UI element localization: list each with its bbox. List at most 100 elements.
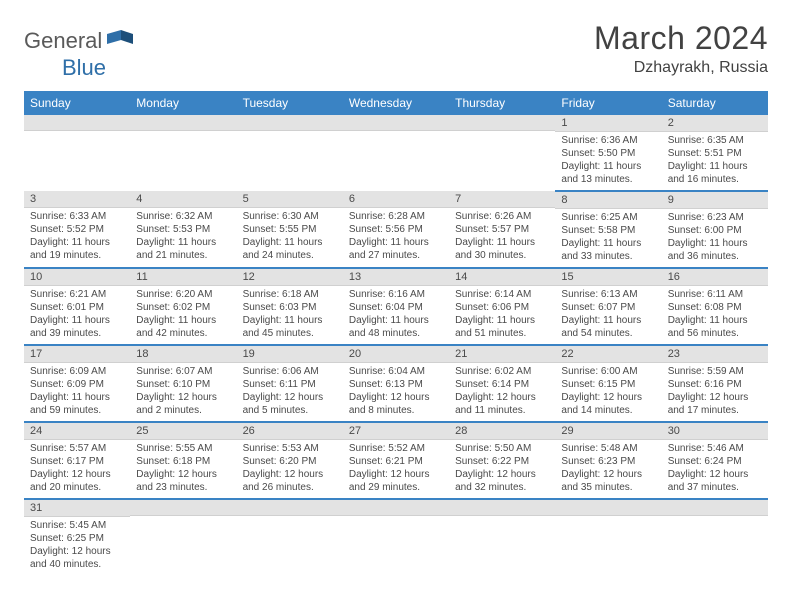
day-details: Sunrise: 6:30 AMSunset: 5:55 PMDaylight:… (237, 208, 343, 266)
day-number-bar: 20 (343, 346, 449, 363)
calendar-day-cell: 22Sunrise: 6:00 AMSunset: 6:15 PMDayligh… (555, 345, 661, 422)
weekday-header: Saturday (662, 91, 768, 115)
day-details: Sunrise: 6:02 AMSunset: 6:14 PMDaylight:… (449, 363, 555, 421)
calendar-day-cell: 24Sunrise: 5:57 AMSunset: 6:17 PMDayligh… (24, 422, 130, 499)
day-number-bar: 22 (555, 346, 661, 363)
calendar-week-row: 24Sunrise: 5:57 AMSunset: 6:17 PMDayligh… (24, 422, 768, 499)
day-number-bar (237, 500, 343, 516)
flag-icon (107, 30, 133, 53)
day-details: Sunrise: 6:20 AMSunset: 6:02 PMDaylight:… (130, 286, 236, 344)
calendar-week-row: 17Sunrise: 6:09 AMSunset: 6:09 PMDayligh… (24, 345, 768, 422)
calendar-day-cell: 23Sunrise: 5:59 AMSunset: 6:16 PMDayligh… (662, 345, 768, 422)
day-number-bar (343, 500, 449, 516)
day-details: Sunrise: 6:07 AMSunset: 6:10 PMDaylight:… (130, 363, 236, 421)
day-number-bar: 10 (24, 269, 130, 286)
calendar-table: SundayMondayTuesdayWednesdayThursdayFrid… (24, 91, 768, 575)
day-details: Sunrise: 6:04 AMSunset: 6:13 PMDaylight:… (343, 363, 449, 421)
day-details: Sunrise: 5:45 AMSunset: 6:25 PMDaylight:… (24, 517, 130, 575)
weekday-row: SundayMondayTuesdayWednesdayThursdayFrid… (24, 91, 768, 115)
calendar-day-cell: 16Sunrise: 6:11 AMSunset: 6:08 PMDayligh… (662, 268, 768, 345)
day-details: Sunrise: 6:26 AMSunset: 5:57 PMDaylight:… (449, 208, 555, 266)
brand-part2: Blue (62, 55, 106, 81)
day-number-bar: 12 (237, 269, 343, 286)
day-details: Sunrise: 6:09 AMSunset: 6:09 PMDaylight:… (24, 363, 130, 421)
title-block: March 2024 Dzhayrakh, Russia (594, 20, 768, 77)
calendar-day-cell: 6Sunrise: 6:28 AMSunset: 5:56 PMDaylight… (343, 191, 449, 268)
weekday-header: Monday (130, 91, 236, 115)
day-number-bar: 11 (130, 269, 236, 286)
weekday-header: Wednesday (343, 91, 449, 115)
day-number-bar (449, 500, 555, 516)
day-number-bar: 24 (24, 423, 130, 440)
brand-part1: General (24, 28, 102, 54)
day-number-bar: 29 (555, 423, 661, 440)
day-details: Sunrise: 5:52 AMSunset: 6:21 PMDaylight:… (343, 440, 449, 498)
calendar-day-cell: 28Sunrise: 5:50 AMSunset: 6:22 PMDayligh… (449, 422, 555, 499)
day-details: Sunrise: 6:06 AMSunset: 6:11 PMDaylight:… (237, 363, 343, 421)
day-number-bar: 2 (662, 115, 768, 132)
day-number-bar: 31 (24, 500, 130, 517)
day-number-bar (24, 115, 130, 131)
weekday-header: Sunday (24, 91, 130, 115)
calendar-day-cell (24, 115, 130, 191)
day-number-bar: 23 (662, 346, 768, 363)
calendar-day-cell: 10Sunrise: 6:21 AMSunset: 6:01 PMDayligh… (24, 268, 130, 345)
calendar-day-cell: 4Sunrise: 6:32 AMSunset: 5:53 PMDaylight… (130, 191, 236, 268)
calendar-day-cell (662, 499, 768, 575)
calendar-day-cell: 2Sunrise: 6:35 AMSunset: 5:51 PMDaylight… (662, 115, 768, 191)
day-number-bar (662, 500, 768, 516)
day-number-bar: 28 (449, 423, 555, 440)
day-details: Sunrise: 6:16 AMSunset: 6:04 PMDaylight:… (343, 286, 449, 344)
day-number-bar: 7 (449, 191, 555, 208)
calendar-day-cell (343, 499, 449, 575)
day-number-bar: 9 (662, 192, 768, 209)
day-details: Sunrise: 6:18 AMSunset: 6:03 PMDaylight:… (237, 286, 343, 344)
calendar-day-cell: 20Sunrise: 6:04 AMSunset: 6:13 PMDayligh… (343, 345, 449, 422)
day-details: Sunrise: 6:11 AMSunset: 6:08 PMDaylight:… (662, 286, 768, 344)
calendar-day-cell: 29Sunrise: 5:48 AMSunset: 6:23 PMDayligh… (555, 422, 661, 499)
calendar-day-cell (130, 499, 236, 575)
calendar-day-cell: 14Sunrise: 6:14 AMSunset: 6:06 PMDayligh… (449, 268, 555, 345)
calendar-day-cell (237, 499, 343, 575)
calendar-day-cell: 15Sunrise: 6:13 AMSunset: 6:07 PMDayligh… (555, 268, 661, 345)
day-details: Sunrise: 6:25 AMSunset: 5:58 PMDaylight:… (555, 209, 661, 267)
day-number-bar: 4 (130, 191, 236, 208)
day-number-bar (237, 115, 343, 131)
calendar-day-cell: 21Sunrise: 6:02 AMSunset: 6:14 PMDayligh… (449, 345, 555, 422)
day-details: Sunrise: 6:36 AMSunset: 5:50 PMDaylight:… (555, 132, 661, 190)
day-number-bar: 5 (237, 191, 343, 208)
day-details: Sunrise: 6:32 AMSunset: 5:53 PMDaylight:… (130, 208, 236, 266)
calendar-day-cell: 1Sunrise: 6:36 AMSunset: 5:50 PMDaylight… (555, 115, 661, 191)
calendar-day-cell: 26Sunrise: 5:53 AMSunset: 6:20 PMDayligh… (237, 422, 343, 499)
calendar-week-row: 3Sunrise: 6:33 AMSunset: 5:52 PMDaylight… (24, 191, 768, 268)
calendar-day-cell: 17Sunrise: 6:09 AMSunset: 6:09 PMDayligh… (24, 345, 130, 422)
calendar-week-row: 1Sunrise: 6:36 AMSunset: 5:50 PMDaylight… (24, 115, 768, 191)
day-number-bar: 27 (343, 423, 449, 440)
day-number-bar: 8 (555, 192, 661, 209)
calendar-day-cell: 25Sunrise: 5:55 AMSunset: 6:18 PMDayligh… (130, 422, 236, 499)
day-details: Sunrise: 6:14 AMSunset: 6:06 PMDaylight:… (449, 286, 555, 344)
calendar-week-row: 31Sunrise: 5:45 AMSunset: 6:25 PMDayligh… (24, 499, 768, 575)
calendar-day-cell (449, 499, 555, 575)
month-title: March 2024 (594, 20, 768, 57)
day-number-bar: 17 (24, 346, 130, 363)
day-number-bar: 6 (343, 191, 449, 208)
day-details: Sunrise: 5:57 AMSunset: 6:17 PMDaylight:… (24, 440, 130, 498)
day-details: Sunrise: 5:46 AMSunset: 6:24 PMDaylight:… (662, 440, 768, 498)
day-number-bar: 3 (24, 191, 130, 208)
calendar-day-cell: 13Sunrise: 6:16 AMSunset: 6:04 PMDayligh… (343, 268, 449, 345)
day-number-bar (343, 115, 449, 131)
weekday-header: Thursday (449, 91, 555, 115)
calendar-day-cell: 31Sunrise: 5:45 AMSunset: 6:25 PMDayligh… (24, 499, 130, 575)
day-details: Sunrise: 5:55 AMSunset: 6:18 PMDaylight:… (130, 440, 236, 498)
day-number-bar: 25 (130, 423, 236, 440)
weekday-header: Tuesday (237, 91, 343, 115)
day-details: Sunrise: 6:21 AMSunset: 6:01 PMDaylight:… (24, 286, 130, 344)
calendar-day-cell: 3Sunrise: 6:33 AMSunset: 5:52 PMDaylight… (24, 191, 130, 268)
day-details: Sunrise: 5:48 AMSunset: 6:23 PMDaylight:… (555, 440, 661, 498)
day-number-bar: 16 (662, 269, 768, 286)
calendar-day-cell: 18Sunrise: 6:07 AMSunset: 6:10 PMDayligh… (130, 345, 236, 422)
day-number-bar: 1 (555, 115, 661, 132)
weekday-header: Friday (555, 91, 661, 115)
calendar-day-cell (130, 115, 236, 191)
